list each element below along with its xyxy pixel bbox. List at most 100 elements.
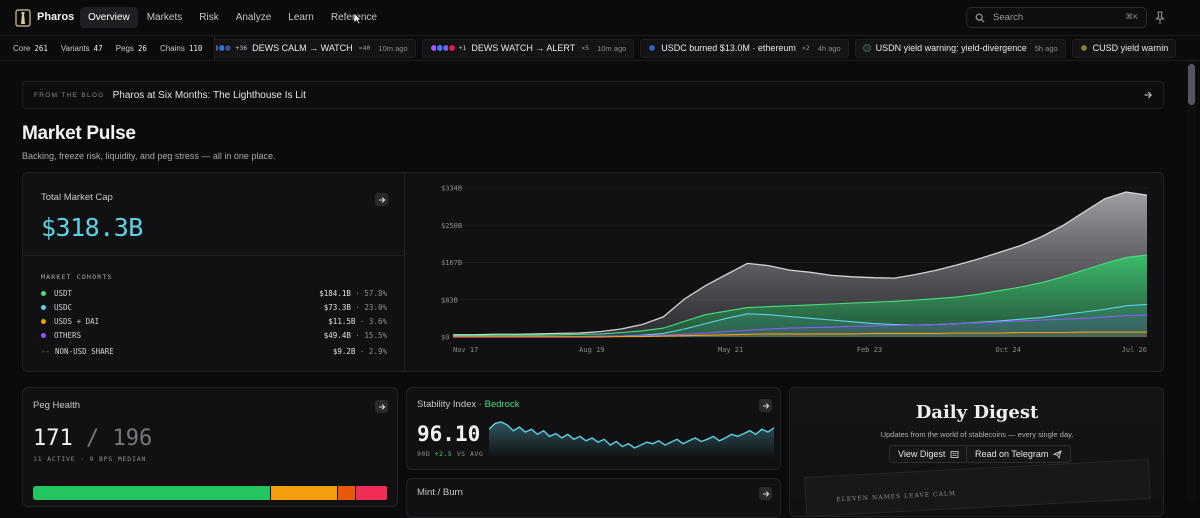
stat-pegs[interactable]: Pegs 26 bbox=[115, 43, 147, 53]
ticker-item-usdc-burned[interactable]: USDC burned $13.0M · ethereum ×2 4h ago bbox=[640, 38, 849, 58]
arrow-right-icon bbox=[378, 403, 385, 410]
cohort-name: USDC bbox=[54, 302, 73, 312]
nav-link-risk[interactable]: Risk bbox=[199, 12, 219, 23]
view-digest-button[interactable]: View Digest bbox=[889, 445, 969, 463]
cohort-name: OTHERS bbox=[54, 330, 82, 340]
y-tick-label: $0 bbox=[441, 334, 449, 342]
ticker-count: ×2 bbox=[801, 44, 810, 52]
search-icon bbox=[975, 13, 985, 22]
digest-subtitle: Updates from the world of stablecoins — … bbox=[880, 430, 1074, 439]
page-subtitle: Backing, freeze risk, liquidity, and peg… bbox=[22, 151, 276, 161]
y-tick-label: $250B bbox=[441, 222, 462, 230]
peg-status-bar bbox=[33, 486, 388, 500]
lighthouse-logo-icon[interactable] bbox=[15, 9, 31, 27]
arrow-right-icon bbox=[1144, 91, 1152, 99]
market-cap-area-chart: $334B $250B $167B $83B $0 Nov 17 Aug 19 May 21 F… bbox=[441, 185, 1148, 354]
extra-count: +1 bbox=[458, 44, 467, 52]
usdc-coin-icon bbox=[648, 44, 657, 52]
ticker-age: 4h ago bbox=[817, 43, 841, 53]
news-ticker: Core 261 Variants 47 Pegs 26 Chains 110 +36 … bbox=[0, 36, 1200, 61]
stability-label: Stability Index · Bedrock bbox=[417, 399, 519, 410]
ticker-text: CUSD yield warnin bbox=[1092, 43, 1169, 53]
send-icon bbox=[1053, 449, 1063, 459]
stat-chains[interactable]: Chains 110 bbox=[159, 43, 203, 53]
series-line-usds-dai bbox=[453, 331, 1147, 338]
banner-tag: FROM THE BLOG bbox=[34, 91, 105, 99]
search-input[interactable]: Search ⌘K bbox=[966, 7, 1147, 28]
x-tick-label: Feb 23 bbox=[857, 346, 882, 354]
open-market-cap-button[interactable] bbox=[375, 193, 388, 206]
ticker-item-dews-calm-watch[interactable]: +36 DEWS CALM → WATCH ×40 10m ago bbox=[215, 38, 416, 58]
arrow-right-icon bbox=[762, 490, 769, 497]
open-stability-button[interactable] bbox=[759, 399, 772, 412]
stat-variants[interactable]: Variants 47 bbox=[60, 43, 103, 53]
peg-bar-segment[interactable] bbox=[270, 486, 339, 500]
cohort-color-dot bbox=[41, 332, 46, 338]
pegs-healthy: 171 bbox=[33, 426, 73, 451]
nav-link-learn[interactable]: Learn bbox=[288, 12, 314, 23]
mint-burn-label: Mint / Burn bbox=[417, 487, 463, 498]
pin-icon[interactable] bbox=[1154, 11, 1166, 25]
newspaper-icon bbox=[950, 450, 959, 458]
ticker-item-usdn-yield[interactable]: USDN yield warning: yield-divergence 5h … bbox=[854, 38, 1066, 58]
ticker-item-cusd-yield[interactable]: CUSD yield warnin bbox=[1071, 38, 1177, 58]
scrollbar-thumb[interactable] bbox=[1188, 64, 1195, 105]
paper-headline: ELEVEN NAMES LEAVE CALM bbox=[836, 490, 957, 504]
open-mint-burn-button[interactable] bbox=[759, 487, 772, 500]
peg-health-value: 171 / 196 bbox=[33, 426, 152, 451]
extra-count: +36 bbox=[235, 44, 248, 52]
ticker-item-dews-watch-alert[interactable]: +1 DEWS WATCH → ALERT ×5 10m ago bbox=[421, 38, 635, 58]
read-on-telegram-button[interactable]: Read on Telegram bbox=[966, 445, 1072, 463]
cohort-row[interactable]: OTHERS $49.4B · 15.5% bbox=[41, 329, 387, 341]
sparkline-line bbox=[489, 421, 774, 449]
blog-banner[interactable]: FROM THE BLOG Pharos at Six Months: The … bbox=[22, 81, 1164, 109]
x-tick-label: Oct 24 bbox=[996, 346, 1021, 354]
search-shortcut: ⌘K bbox=[1125, 12, 1138, 21]
cohort-color-dot: -- bbox=[41, 346, 51, 356]
market-cap-value: $318.3B bbox=[41, 213, 143, 242]
series-area-usdc bbox=[453, 304, 1147, 337]
peg-bar-segment[interactable] bbox=[338, 486, 357, 500]
nav-link-analyze[interactable]: Analyze bbox=[235, 12, 272, 23]
cohort-row[interactable]: USDT $184.1B · 57.8% bbox=[41, 287, 387, 299]
series-line-total bbox=[453, 191, 1148, 336]
stability-index-card: Stability Index · Bedrock 96.10 90D +2.5… bbox=[406, 387, 781, 470]
cohort-name: USDT bbox=[54, 288, 73, 298]
y-tick-label: $167B bbox=[441, 259, 462, 267]
cohort-row[interactable]: -- NON-USD SHARE $9.2B · 2.9% bbox=[41, 345, 387, 357]
ticker-text: USDN yield warning: yield-divergence bbox=[875, 43, 1027, 53]
cohort-value: $9.2B · 2.9% bbox=[332, 346, 387, 356]
peg-health-label: Peg Health bbox=[33, 400, 81, 411]
cohort-row[interactable]: USDC $73.3B · 23.0% bbox=[41, 301, 387, 313]
stability-period: 90D bbox=[417, 450, 431, 458]
stability-delta: +2.5 bbox=[434, 450, 453, 458]
y-tick-label: $83B bbox=[441, 296, 458, 304]
cohort-row[interactable]: USDS + DAI $11.5B · 3.6% bbox=[41, 315, 387, 327]
ticker-age: 5h ago bbox=[1034, 43, 1058, 53]
card-divider bbox=[23, 255, 404, 256]
open-peg-health-button[interactable] bbox=[375, 400, 388, 413]
x-tick-label: Nov 17 bbox=[453, 346, 478, 354]
cohort-value: $184.1B · 57.8% bbox=[319, 288, 387, 298]
cohort-color-dot bbox=[41, 318, 46, 324]
market-cap-card: Total Market Cap $318.3B MARKET COHORTS … bbox=[22, 172, 1164, 372]
cohort-color-dot bbox=[41, 304, 46, 310]
nav-link-markets[interactable]: Markets bbox=[146, 12, 183, 23]
peg-bar-segment[interactable] bbox=[33, 486, 271, 500]
page-scrollbar[interactable] bbox=[1187, 61, 1196, 499]
ticker-count: ×5 bbox=[581, 44, 590, 52]
peg-bar-segment[interactable] bbox=[356, 486, 388, 500]
cusd-coin-icon bbox=[1079, 44, 1088, 52]
stability-vs: VS AVG bbox=[456, 450, 484, 458]
stability-title: Stability Index bbox=[417, 399, 477, 410]
series-area-others bbox=[453, 315, 1147, 337]
x-tick-label: May 21 bbox=[718, 346, 743, 354]
brand-name[interactable]: Pharos bbox=[37, 11, 75, 23]
ticker-age: 10m ago bbox=[597, 43, 627, 53]
digest-title: Daily Digest bbox=[915, 402, 1039, 423]
mint-burn-card: Mint / Burn bbox=[406, 478, 781, 518]
stat-core[interactable]: Core 261 bbox=[13, 43, 48, 53]
market-cap-label: Total Market Cap bbox=[41, 192, 113, 203]
stability-value: 96.10 bbox=[417, 422, 481, 446]
nav-link-overview[interactable]: Overview bbox=[80, 7, 138, 28]
